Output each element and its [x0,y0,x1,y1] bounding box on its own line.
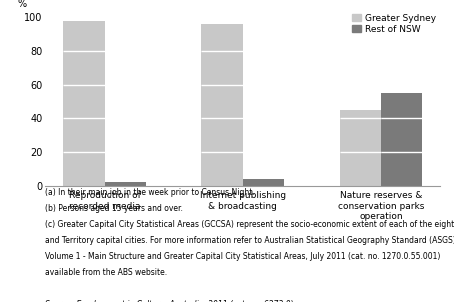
Y-axis label: %: % [17,0,26,9]
Text: available from the ABS website.: available from the ABS website. [45,268,168,277]
Bar [105,182,146,186]
Bar [202,24,243,186]
Text: Source: Employment in Culture, Australia, 2011 (cat. no. 6273.0).: Source: Employment in Culture, Australia… [45,300,296,302]
Text: (a) In their main job in the week prior to Census Night.: (a) In their main job in the week prior … [45,188,255,197]
Bar [340,110,381,186]
Text: and Territory capital cities. For more information refer to Australian Statistic: and Territory capital cities. For more i… [45,236,454,245]
Bar [243,179,284,186]
Text: (b) Persons aged 15 years and over.: (b) Persons aged 15 years and over. [45,204,183,213]
Bar [381,93,422,186]
Text: Volume 1 - Main Structure and Greater Capital City Statistical Areas, July 2011 : Volume 1 - Main Structure and Greater Ca… [45,252,441,261]
Bar [64,21,105,186]
Text: (c) Greater Capital City Statistical Areas (GCCSA) represent the socio-economic : (c) Greater Capital City Statistical Are… [45,220,454,229]
Legend: Greater Sydney, Rest of NSW: Greater Sydney, Rest of NSW [352,14,436,34]
